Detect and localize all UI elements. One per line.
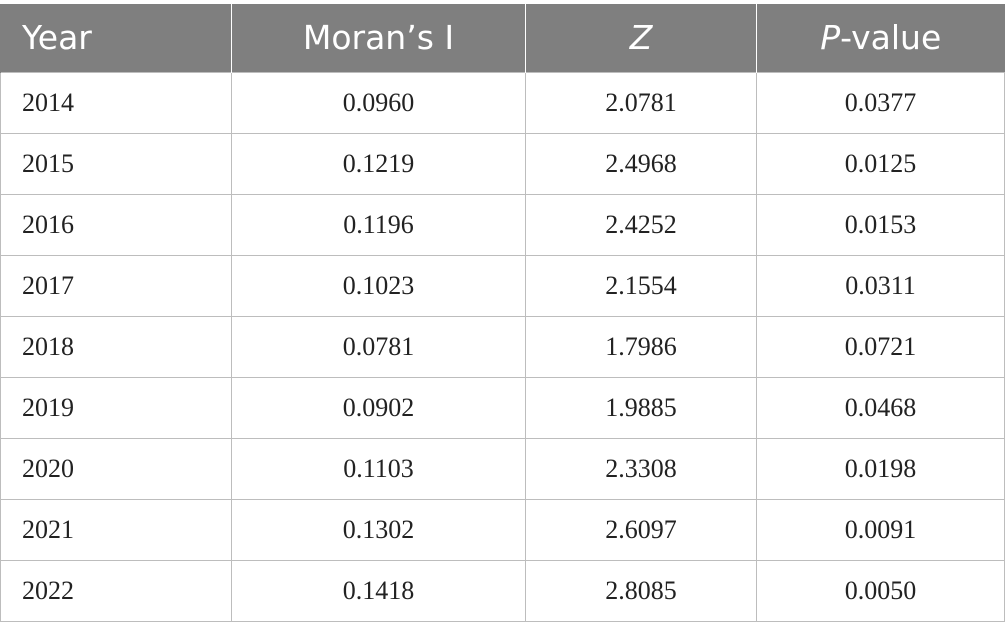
cell-z: 2.4252 bbox=[525, 194, 757, 256]
cell-z: 2.3308 bbox=[525, 438, 757, 500]
header-year: Year bbox=[0, 4, 232, 73]
cell-z: 2.0781 bbox=[525, 72, 757, 134]
table-row: 2016 0.1196 2.4252 0.0153 bbox=[0, 194, 1005, 256]
header-p-suffix: -value bbox=[840, 18, 942, 57]
cell-moran: 0.1103 bbox=[231, 438, 526, 500]
header-morans-i: Moran’s I bbox=[231, 4, 526, 73]
cell-year: 2020 bbox=[0, 438, 232, 500]
table-row: 2018 0.0781 1.7986 0.0721 bbox=[0, 316, 1005, 378]
cell-moran: 0.0960 bbox=[231, 72, 526, 134]
cell-p-value: 0.0125 bbox=[756, 133, 1005, 195]
cell-moran: 0.0781 bbox=[231, 316, 526, 378]
cell-year: 2017 bbox=[0, 255, 232, 317]
cell-z: 2.6097 bbox=[525, 499, 757, 561]
header-p-italic: P bbox=[820, 18, 841, 57]
cell-moran: 0.1219 bbox=[231, 133, 526, 195]
cell-p-value: 0.0468 bbox=[756, 377, 1005, 439]
cell-moran: 0.1418 bbox=[231, 560, 526, 622]
cell-z: 2.8085 bbox=[525, 560, 757, 622]
table-row: 2015 0.1219 2.4968 0.0125 bbox=[0, 133, 1005, 195]
cell-z: 1.9885 bbox=[525, 377, 757, 439]
header-p-value: P-value bbox=[756, 4, 1005, 73]
cell-z: 1.7986 bbox=[525, 316, 757, 378]
moran-statistics-table: Year Moran’s I Z P-value 2014 0.0960 2.0… bbox=[0, 4, 1005, 622]
cell-year: 2018 bbox=[0, 316, 232, 378]
cell-p-value: 0.0721 bbox=[756, 316, 1005, 378]
table-row: 2014 0.0960 2.0781 0.0377 bbox=[0, 72, 1005, 134]
cell-p-value: 0.0198 bbox=[756, 438, 1005, 500]
table-row: 2022 0.1418 2.8085 0.0050 bbox=[0, 560, 1005, 622]
cell-year: 2019 bbox=[0, 377, 232, 439]
cell-moran: 0.0902 bbox=[231, 377, 526, 439]
table-header-row: Year Moran’s I Z P-value bbox=[0, 4, 1005, 73]
table-row: 2017 0.1023 2.1554 0.0311 bbox=[0, 255, 1005, 317]
cell-p-value: 0.0377 bbox=[756, 72, 1005, 134]
cell-p-value: 0.0050 bbox=[756, 560, 1005, 622]
cell-p-value: 0.0091 bbox=[756, 499, 1005, 561]
cell-year: 2021 bbox=[0, 499, 232, 561]
cell-year: 2016 bbox=[0, 194, 232, 256]
table-row: 2021 0.1302 2.6097 0.0091 bbox=[0, 499, 1005, 561]
cell-moran: 0.1302 bbox=[231, 499, 526, 561]
cell-moran: 0.1196 bbox=[231, 194, 526, 256]
cell-moran: 0.1023 bbox=[231, 255, 526, 317]
cell-z: 2.1554 bbox=[525, 255, 757, 317]
cell-year: 2022 bbox=[0, 560, 232, 622]
cell-p-value: 0.0311 bbox=[756, 255, 1005, 317]
table-row: 2020 0.1103 2.3308 0.0198 bbox=[0, 438, 1005, 500]
cell-p-value: 0.0153 bbox=[756, 194, 1005, 256]
cell-year: 2015 bbox=[0, 133, 232, 195]
cell-z: 2.4968 bbox=[525, 133, 757, 195]
header-z-label: Z bbox=[629, 18, 653, 57]
cell-year: 2014 bbox=[0, 72, 232, 134]
header-z: Z bbox=[525, 4, 757, 73]
table-row: 2019 0.0902 1.9885 0.0468 bbox=[0, 377, 1005, 439]
